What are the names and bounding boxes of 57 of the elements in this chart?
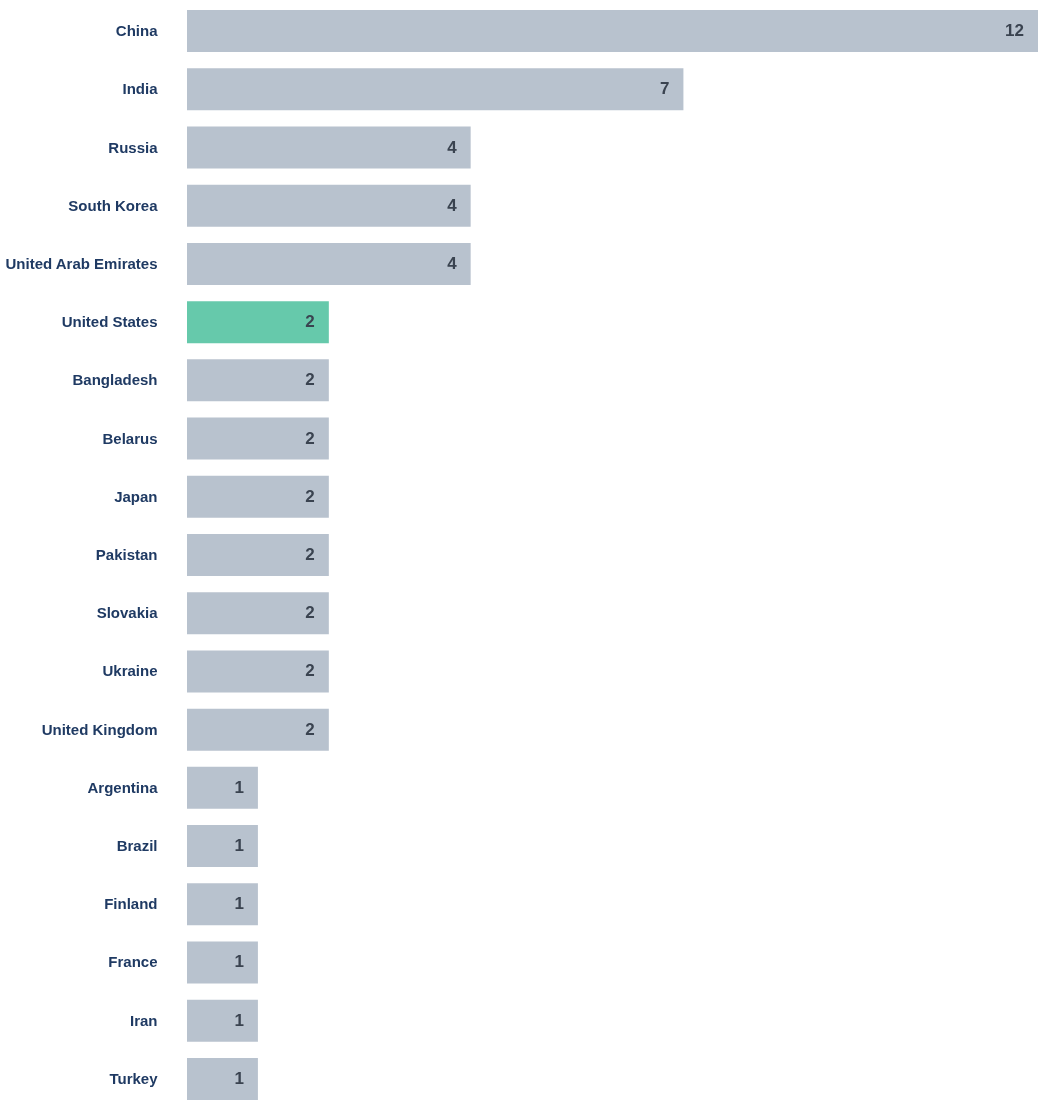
y-tick-label: Ukraine	[102, 662, 158, 680]
data-label: 2	[305, 370, 315, 390]
bar	[187, 184, 471, 227]
y-tick-label: Pakistan	[95, 546, 158, 563]
bar	[187, 242, 471, 285]
y-tick-label: United States	[61, 313, 158, 331]
data-label: 1	[234, 836, 244, 856]
bar	[187, 650, 329, 693]
y-tick-label: Russia	[108, 138, 159, 156]
data-label: 2	[305, 603, 315, 623]
bar	[187, 766, 258, 809]
bar	[187, 126, 471, 169]
y-tick-label: Slovakia	[96, 604, 159, 622]
data-label: 2	[305, 661, 315, 681]
y-tick-label: South Korea	[68, 196, 159, 214]
bar	[187, 708, 329, 751]
y-tick-label: Bangladesh	[72, 371, 158, 389]
y-tick-label: China	[115, 22, 159, 40]
bar	[187, 68, 684, 111]
bar	[187, 1057, 258, 1100]
data-label: 2	[305, 428, 315, 448]
y-tick-label: Belarus	[102, 429, 158, 447]
data-label: 2	[305, 545, 315, 564]
data-label: 1	[234, 1068, 244, 1088]
y-tick-label: Brazil	[116, 837, 158, 855]
bar	[187, 941, 258, 984]
bar	[187, 534, 329, 576]
data-label: 1	[234, 894, 244, 914]
bar	[187, 417, 329, 460]
data-label: 1	[234, 777, 244, 797]
bar	[187, 301, 329, 344]
y-tick-label: Turkey	[109, 1069, 159, 1087]
data-label: 2	[305, 312, 315, 332]
data-label: 4	[447, 253, 458, 273]
y-tick-label: United Arab Emirates	[5, 254, 158, 272]
bar	[187, 359, 329, 402]
y-tick-label: India	[122, 80, 159, 98]
data-label: 4	[447, 195, 458, 215]
bar	[187, 825, 258, 868]
bar	[187, 883, 258, 926]
data-label: 12	[1005, 21, 1024, 41]
data-label: 1	[234, 1010, 244, 1030]
data-label: 2	[305, 486, 315, 506]
data-label: 4	[447, 137, 458, 157]
y-tick-label: Japan	[114, 487, 158, 505]
bar	[187, 592, 329, 635]
data-label: 7	[659, 79, 670, 99]
y-tick-label: Finland	[104, 895, 158, 913]
data-label: 2	[305, 719, 315, 739]
y-tick-label: France	[108, 953, 158, 971]
bar	[187, 999, 258, 1042]
y-tick-label: United Kingdom	[41, 720, 158, 738]
y-tick-label: Iran	[129, 1011, 158, 1029]
y-tick-label: Argentina	[87, 778, 159, 796]
data-label: 1	[234, 952, 244, 972]
bar	[187, 10, 1038, 53]
bar	[187, 475, 329, 518]
